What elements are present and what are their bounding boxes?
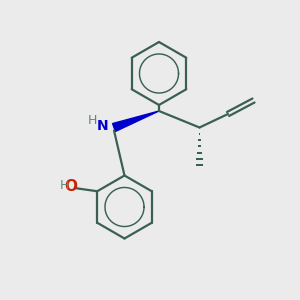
Text: H: H xyxy=(88,113,97,127)
Text: O: O xyxy=(65,179,78,194)
Text: N: N xyxy=(97,119,108,133)
Text: H: H xyxy=(60,179,70,192)
Polygon shape xyxy=(112,111,159,131)
